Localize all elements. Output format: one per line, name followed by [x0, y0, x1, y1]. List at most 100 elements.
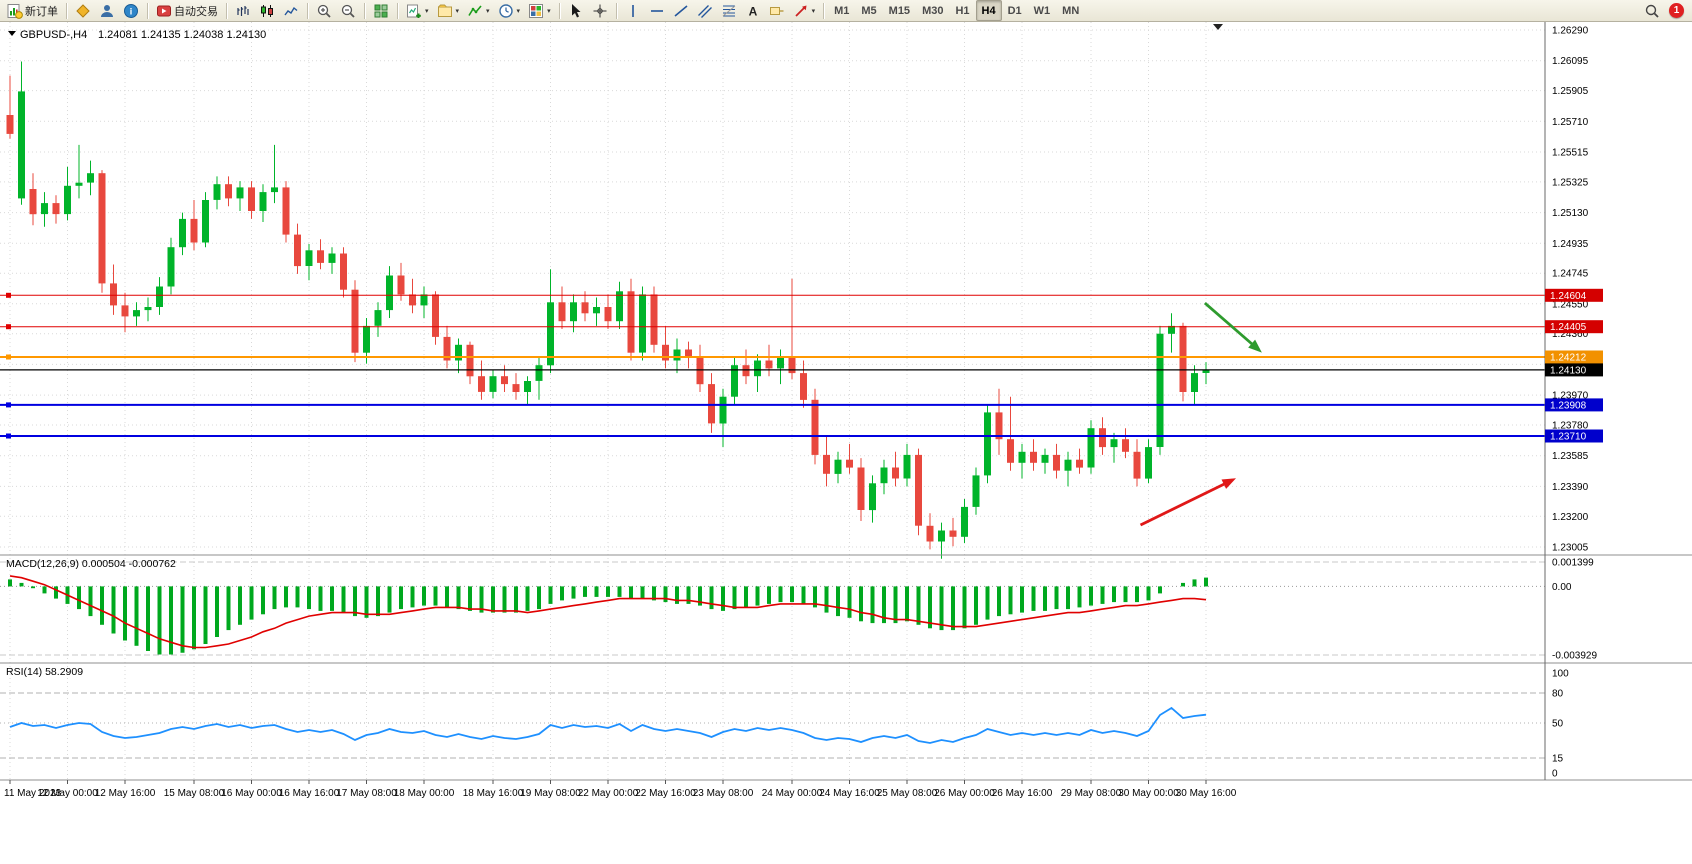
- svg-text:1.24405: 1.24405: [1550, 322, 1587, 333]
- tile-icon: [373, 3, 389, 19]
- vertical-line-button[interactable]: [621, 0, 645, 21]
- svg-text:1.26095: 1.26095: [1552, 56, 1589, 67]
- timeframe-m30[interactable]: M30: [916, 0, 949, 21]
- autotrade-button[interactable]: 自动交易: [152, 0, 222, 21]
- svg-text:1.23908: 1.23908: [1550, 400, 1587, 411]
- arrows-button[interactable]: ▾: [789, 0, 820, 21]
- svg-text:11 May 2023: 11 May 2023: [4, 788, 62, 799]
- cursor-button[interactable]: [564, 0, 588, 21]
- svg-text:0.001399: 0.001399: [1552, 558, 1594, 569]
- timeframe-d1-label: D1: [1007, 4, 1022, 17]
- templates-button[interactable]: ▾: [524, 0, 555, 21]
- channel-icon: [697, 3, 713, 19]
- timeframe-m15-label: M15: [888, 4, 911, 17]
- price-scale[interactable]: 1.26290 1.26095 1.25905 1.25710 1.25515 1.253…: [1544, 22, 1603, 780]
- timeframe-m5-label: M5: [861, 4, 877, 17]
- new-chart-button[interactable]: ▾: [402, 0, 433, 21]
- timeframe-m5[interactable]: M5: [855, 0, 882, 21]
- svg-text:1.25325: 1.25325: [1552, 177, 1589, 188]
- macd-panel: [0, 561, 1545, 656]
- svg-text:1.24212: 1.24212: [1550, 353, 1587, 364]
- svg-text:12 May 16:00: 12 May 16:00: [95, 788, 156, 799]
- trendline-button[interactable]: [669, 0, 693, 21]
- price-tag: 1.23908: [1545, 398, 1603, 412]
- svg-text:50: 50: [1552, 719, 1564, 730]
- timeframe-h1[interactable]: H1: [949, 0, 975, 21]
- toolbar-separator: [364, 2, 365, 19]
- svg-text:30 May 00:00: 30 May 00:00: [1118, 788, 1179, 799]
- candle-chart-button[interactable]: [255, 0, 279, 21]
- bars-icon: [235, 3, 251, 19]
- arrow-annotation[interactable]: [1139, 478, 1237, 527]
- price-tag: 1.24405: [1545, 320, 1603, 334]
- fibonacci-button[interactable]: [717, 0, 741, 21]
- svg-text:19 May 08:00: 19 May 08:00: [520, 788, 581, 799]
- indicators-button[interactable]: ▾: [463, 0, 494, 21]
- timeframe-m1[interactable]: M1: [828, 0, 855, 21]
- timeframe-m1-label: M1: [834, 4, 850, 17]
- timeframe-h4[interactable]: H4: [975, 0, 1002, 21]
- zoom-in-button[interactable]: [312, 0, 336, 21]
- svg-text:18 May 00:00: 18 May 00:00: [394, 788, 455, 799]
- terminal-button[interactable]: i: [119, 0, 143, 21]
- symbol-collapse-icon: [8, 31, 16, 36]
- autotrade-button-label: 自动交易: [174, 5, 218, 18]
- indicators-icon: [467, 3, 483, 19]
- svg-text:17 May 08:00: 17 May 08:00: [336, 788, 397, 799]
- text-button[interactable]: A: [741, 0, 765, 21]
- crosshair-button[interactable]: [588, 0, 612, 21]
- svg-text:1.24935: 1.24935: [1552, 239, 1589, 250]
- dropdown-caret-icon: ▾: [516, 7, 521, 15]
- timeframe-d1[interactable]: D1: [1002, 0, 1028, 21]
- template-icon: [528, 3, 544, 19]
- svg-text:26 May 16:00: 26 May 16:00: [992, 788, 1053, 799]
- profiles-button[interactable]: ▾: [433, 0, 464, 21]
- tile-windows-button[interactable]: [369, 0, 393, 21]
- dropdown-caret-icon: ▾: [486, 7, 490, 15]
- svg-text:22 May 00:00: 22 May 00:00: [578, 788, 639, 799]
- toolbar-separator: [823, 2, 825, 19]
- zoom-out-button[interactable]: [336, 0, 360, 21]
- timeframe-mn-label: MN: [1062, 4, 1080, 17]
- arrow-annotation[interactable]: [1203, 302, 1262, 353]
- market-watch-button[interactable]: [71, 0, 95, 21]
- svg-text:1.23585: 1.23585: [1552, 451, 1589, 462]
- label-button[interactable]: [765, 0, 789, 21]
- svg-text:18 May 16:00: 18 May 16:00: [463, 788, 524, 799]
- timeframe-mn[interactable]: MN: [1056, 0, 1085, 21]
- svg-text:0: 0: [1552, 769, 1558, 780]
- line-chart-button[interactable]: [279, 0, 303, 21]
- rsi-panel: [0, 692, 1545, 759]
- gbpusd-h4-chart-canvas[interactable]: 1.26290 1.26095 1.25905 1.25710 1.25515 1.253…: [0, 22, 1692, 864]
- textA-icon: A: [745, 3, 761, 19]
- notification-badge[interactable]: 1: [1669, 3, 1684, 18]
- bar-chart-button[interactable]: [231, 0, 255, 21]
- data-window-button[interactable]: [95, 0, 119, 21]
- timeframe-w1[interactable]: W1: [1028, 0, 1057, 21]
- symbol-label: GBPUSD-,H4: [20, 29, 87, 41]
- svg-text:1.23005: 1.23005: [1552, 543, 1589, 554]
- timeframe-h4-label: H4: [981, 4, 996, 17]
- horizontal-lines[interactable]: [0, 292, 1545, 439]
- zoomout-icon: [340, 3, 356, 19]
- trend-icon: [673, 3, 689, 19]
- timeframe-m15[interactable]: M15: [883, 0, 916, 21]
- search-button[interactable]: [1640, 0, 1664, 21]
- periods-button[interactable]: ▾: [494, 0, 525, 21]
- new-order-button[interactable]: 新订单: [3, 0, 62, 21]
- grid: [0, 22, 1545, 780]
- toolbar-separator: [66, 2, 67, 19]
- svg-text:1.25710: 1.25710: [1552, 117, 1589, 128]
- dropdown-caret-icon: ▾: [425, 7, 429, 15]
- svg-text:0.00: 0.00: [1552, 582, 1572, 593]
- channel-button[interactable]: [693, 0, 717, 21]
- dropdown-caret-icon: ▾: [547, 7, 551, 15]
- svg-text:24 May 00:00: 24 May 00:00: [762, 788, 823, 799]
- neworder-icon: [7, 3, 23, 19]
- horizontal-line-button[interactable]: [645, 0, 669, 21]
- toolbar-separator: [397, 2, 398, 19]
- price-tag: 1.23710: [1545, 429, 1603, 443]
- toolbar-separator: [307, 2, 308, 19]
